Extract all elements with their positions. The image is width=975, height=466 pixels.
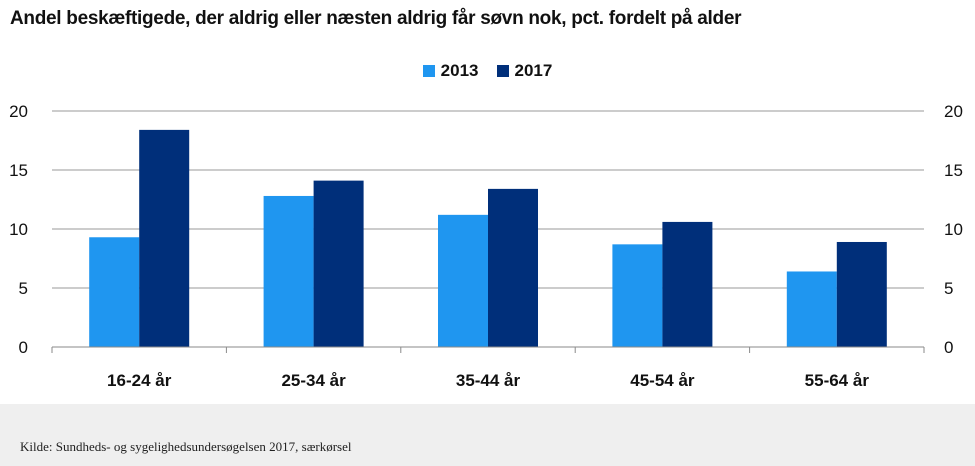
y-tick-right-10: 10: [944, 220, 963, 239]
source-note: Kilde: Sundheds- og sygelighedsundersøge…: [20, 439, 352, 454]
y-tick-left-10: 10: [9, 220, 28, 239]
bar-2013-5: [786, 271, 837, 347]
bar-2013-1: [89, 237, 140, 347]
bar-2017-5: [836, 241, 887, 347]
bar-2017-2: [313, 180, 364, 347]
legend-item-2017: 2017: [496, 61, 553, 81]
y-tick-right-0: 0: [944, 338, 953, 357]
bar-2017-1: [139, 129, 190, 347]
x-tick-label-3: 35-44 år: [456, 371, 521, 390]
y-tick-left-5: 5: [19, 279, 28, 298]
y-tick-right-5: 5: [944, 279, 953, 298]
x-tick-label-2: 25-34 år: [281, 371, 346, 390]
legend-item-2013: 2013: [422, 61, 479, 81]
y-tick-left-0: 0: [19, 338, 28, 357]
chart-legend: 2013 2017: [0, 58, 975, 84]
bar-2013-3: [438, 214, 488, 347]
legend-label-2013: 2013: [440, 61, 479, 80]
x-tick-label-5: 55-64 år: [805, 371, 870, 390]
x-tick-label-1: 16-24 år: [107, 371, 172, 390]
legend-swatch-2017: [496, 65, 509, 77]
legend-label-2017: 2017: [514, 61, 553, 80]
y-tick-right-15: 15: [944, 161, 963, 180]
bar-2013-4: [612, 244, 663, 347]
y-tick-right-20: 20: [944, 102, 963, 121]
bar-2013-2: [263, 195, 314, 347]
bar-chart: 0 0 5 5 10 10 15 15 20 20 16-24 år 25-34 år 35-44 år…: [9, 102, 963, 390]
y-tick-left-15: 15: [9, 161, 28, 180]
source-footer: Kilde: Sundheds- og sygelighedsundersøge…: [0, 404, 975, 466]
x-tick-label-4: 45-54 år: [630, 371, 695, 390]
chart-title: Andel beskæftigede, der aldrig eller næs…: [10, 8, 742, 29]
bar-2017-3: [488, 188, 538, 347]
bar-2017-4: [662, 221, 713, 347]
legend-swatch-2013: [422, 65, 435, 77]
y-tick-left-20: 20: [9, 102, 28, 121]
